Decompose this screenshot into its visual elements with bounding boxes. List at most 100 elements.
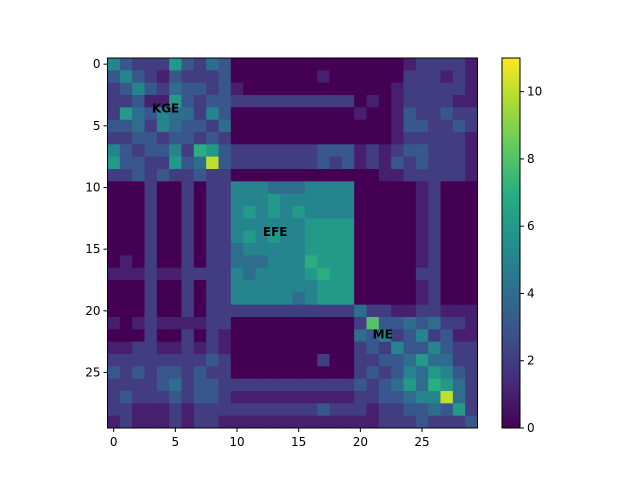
heatmap-cell — [119, 391, 133, 404]
heatmap-cell — [230, 304, 244, 318]
heatmap-cell — [267, 132, 281, 145]
heatmap-cell — [391, 317, 404, 330]
heatmap-cell — [354, 403, 367, 417]
heatmap-cell — [304, 415, 318, 429]
heatmap-cell — [255, 366, 269, 380]
heatmap-cell — [243, 354, 256, 367]
heatmap-cell — [218, 181, 232, 195]
heatmap-cell — [255, 354, 269, 367]
heatmap-cell — [193, 169, 207, 182]
heatmap-cell — [181, 329, 195, 343]
heatmap-cell — [156, 206, 170, 219]
heatmap-cell — [280, 230, 293, 244]
heatmap-cell — [243, 119, 256, 133]
heatmap-cell — [440, 193, 454, 207]
heatmap-cell — [292, 132, 306, 145]
heatmap-cell — [317, 354, 330, 367]
heatmap-cell — [415, 181, 429, 195]
heatmap-cell — [218, 193, 232, 207]
heatmap-cell — [206, 255, 219, 269]
heatmap-cell — [354, 70, 367, 84]
heatmap-cell — [465, 341, 478, 355]
heatmap-cell — [119, 341, 133, 355]
heatmap-cell — [193, 292, 207, 306]
y-tick-label: 20 — [85, 304, 100, 318]
heatmap-cell — [452, 391, 466, 404]
heatmap-cell — [255, 70, 269, 84]
heatmap-cell — [366, 206, 380, 219]
heatmap-cell — [119, 119, 133, 133]
heatmap-cell — [280, 403, 293, 417]
heatmap-cell — [292, 230, 306, 244]
heatmap-cell — [317, 206, 330, 219]
heatmap-cell — [193, 181, 207, 195]
heatmap-cell — [218, 132, 232, 145]
heatmap-cell — [144, 70, 158, 84]
heatmap-cell — [267, 95, 281, 108]
heatmap-cell — [304, 132, 318, 145]
heatmap-cell — [107, 95, 121, 108]
heatmap-cell — [391, 144, 404, 158]
heatmap-cell — [366, 391, 380, 404]
heatmap-cell — [119, 107, 133, 121]
heatmap-cell — [267, 144, 281, 158]
heatmap-cell — [230, 415, 244, 429]
heatmap-cell — [391, 243, 404, 256]
heatmap-cell — [292, 292, 306, 306]
heatmap-cell — [267, 206, 281, 219]
heatmap-cell — [440, 317, 454, 330]
heatmap-cell — [193, 82, 207, 96]
heatmap-cell — [267, 329, 281, 343]
heatmap-cell — [181, 82, 195, 96]
heatmap-cell — [341, 218, 355, 232]
heatmap-cell — [181, 415, 195, 429]
heatmap-cell — [280, 255, 293, 269]
heatmap-cell — [452, 193, 466, 207]
heatmap-cell — [218, 156, 232, 170]
heatmap-cell — [206, 341, 219, 355]
heatmap-cell — [366, 317, 380, 330]
heatmap-cell — [415, 82, 429, 96]
heatmap-cell — [144, 206, 158, 219]
heatmap-cell — [415, 230, 429, 244]
heatmap-cell — [267, 403, 281, 417]
heatmap-cell — [144, 119, 158, 133]
heatmap-cell — [415, 255, 429, 269]
heatmap-cell — [317, 132, 330, 145]
heatmap-cell — [230, 341, 244, 355]
heatmap-cell — [428, 391, 441, 404]
heatmap-cell — [329, 366, 343, 380]
heatmap-cell — [440, 255, 454, 269]
heatmap-cell — [206, 58, 219, 71]
heatmap-cell — [341, 230, 355, 244]
heatmap-cell — [415, 304, 429, 318]
heatmap-cell — [107, 415, 121, 429]
heatmap-cell — [428, 218, 441, 232]
heatmap-cell — [255, 403, 269, 417]
heatmap-cell — [403, 415, 417, 429]
heatmap-cell — [243, 366, 256, 380]
heatmap-cell — [403, 292, 417, 306]
heatmap-cell — [181, 70, 195, 84]
heatmap-cell — [354, 354, 367, 367]
heatmap-cell — [107, 403, 121, 417]
heatmap-cell — [193, 193, 207, 207]
heatmap-cell — [132, 341, 145, 355]
heatmap-cell — [304, 218, 318, 232]
x-tick-label: 25 — [414, 435, 429, 449]
heatmap-cell — [415, 156, 429, 170]
heatmap-cell — [169, 193, 182, 207]
heatmap-cell — [329, 119, 343, 133]
heatmap-cell — [218, 255, 232, 269]
heatmap-cell — [144, 317, 158, 330]
heatmap-cell — [206, 169, 219, 182]
heatmap-cell — [341, 107, 355, 121]
heatmap-cell — [415, 341, 429, 355]
heatmap-cell — [255, 169, 269, 182]
heatmap-cell — [218, 230, 232, 244]
heatmap-cell — [329, 317, 343, 330]
heatmap-cell — [255, 329, 269, 343]
heatmap-cell — [366, 341, 380, 355]
heatmap-cell — [452, 341, 466, 355]
heatmap-cell — [403, 107, 417, 121]
